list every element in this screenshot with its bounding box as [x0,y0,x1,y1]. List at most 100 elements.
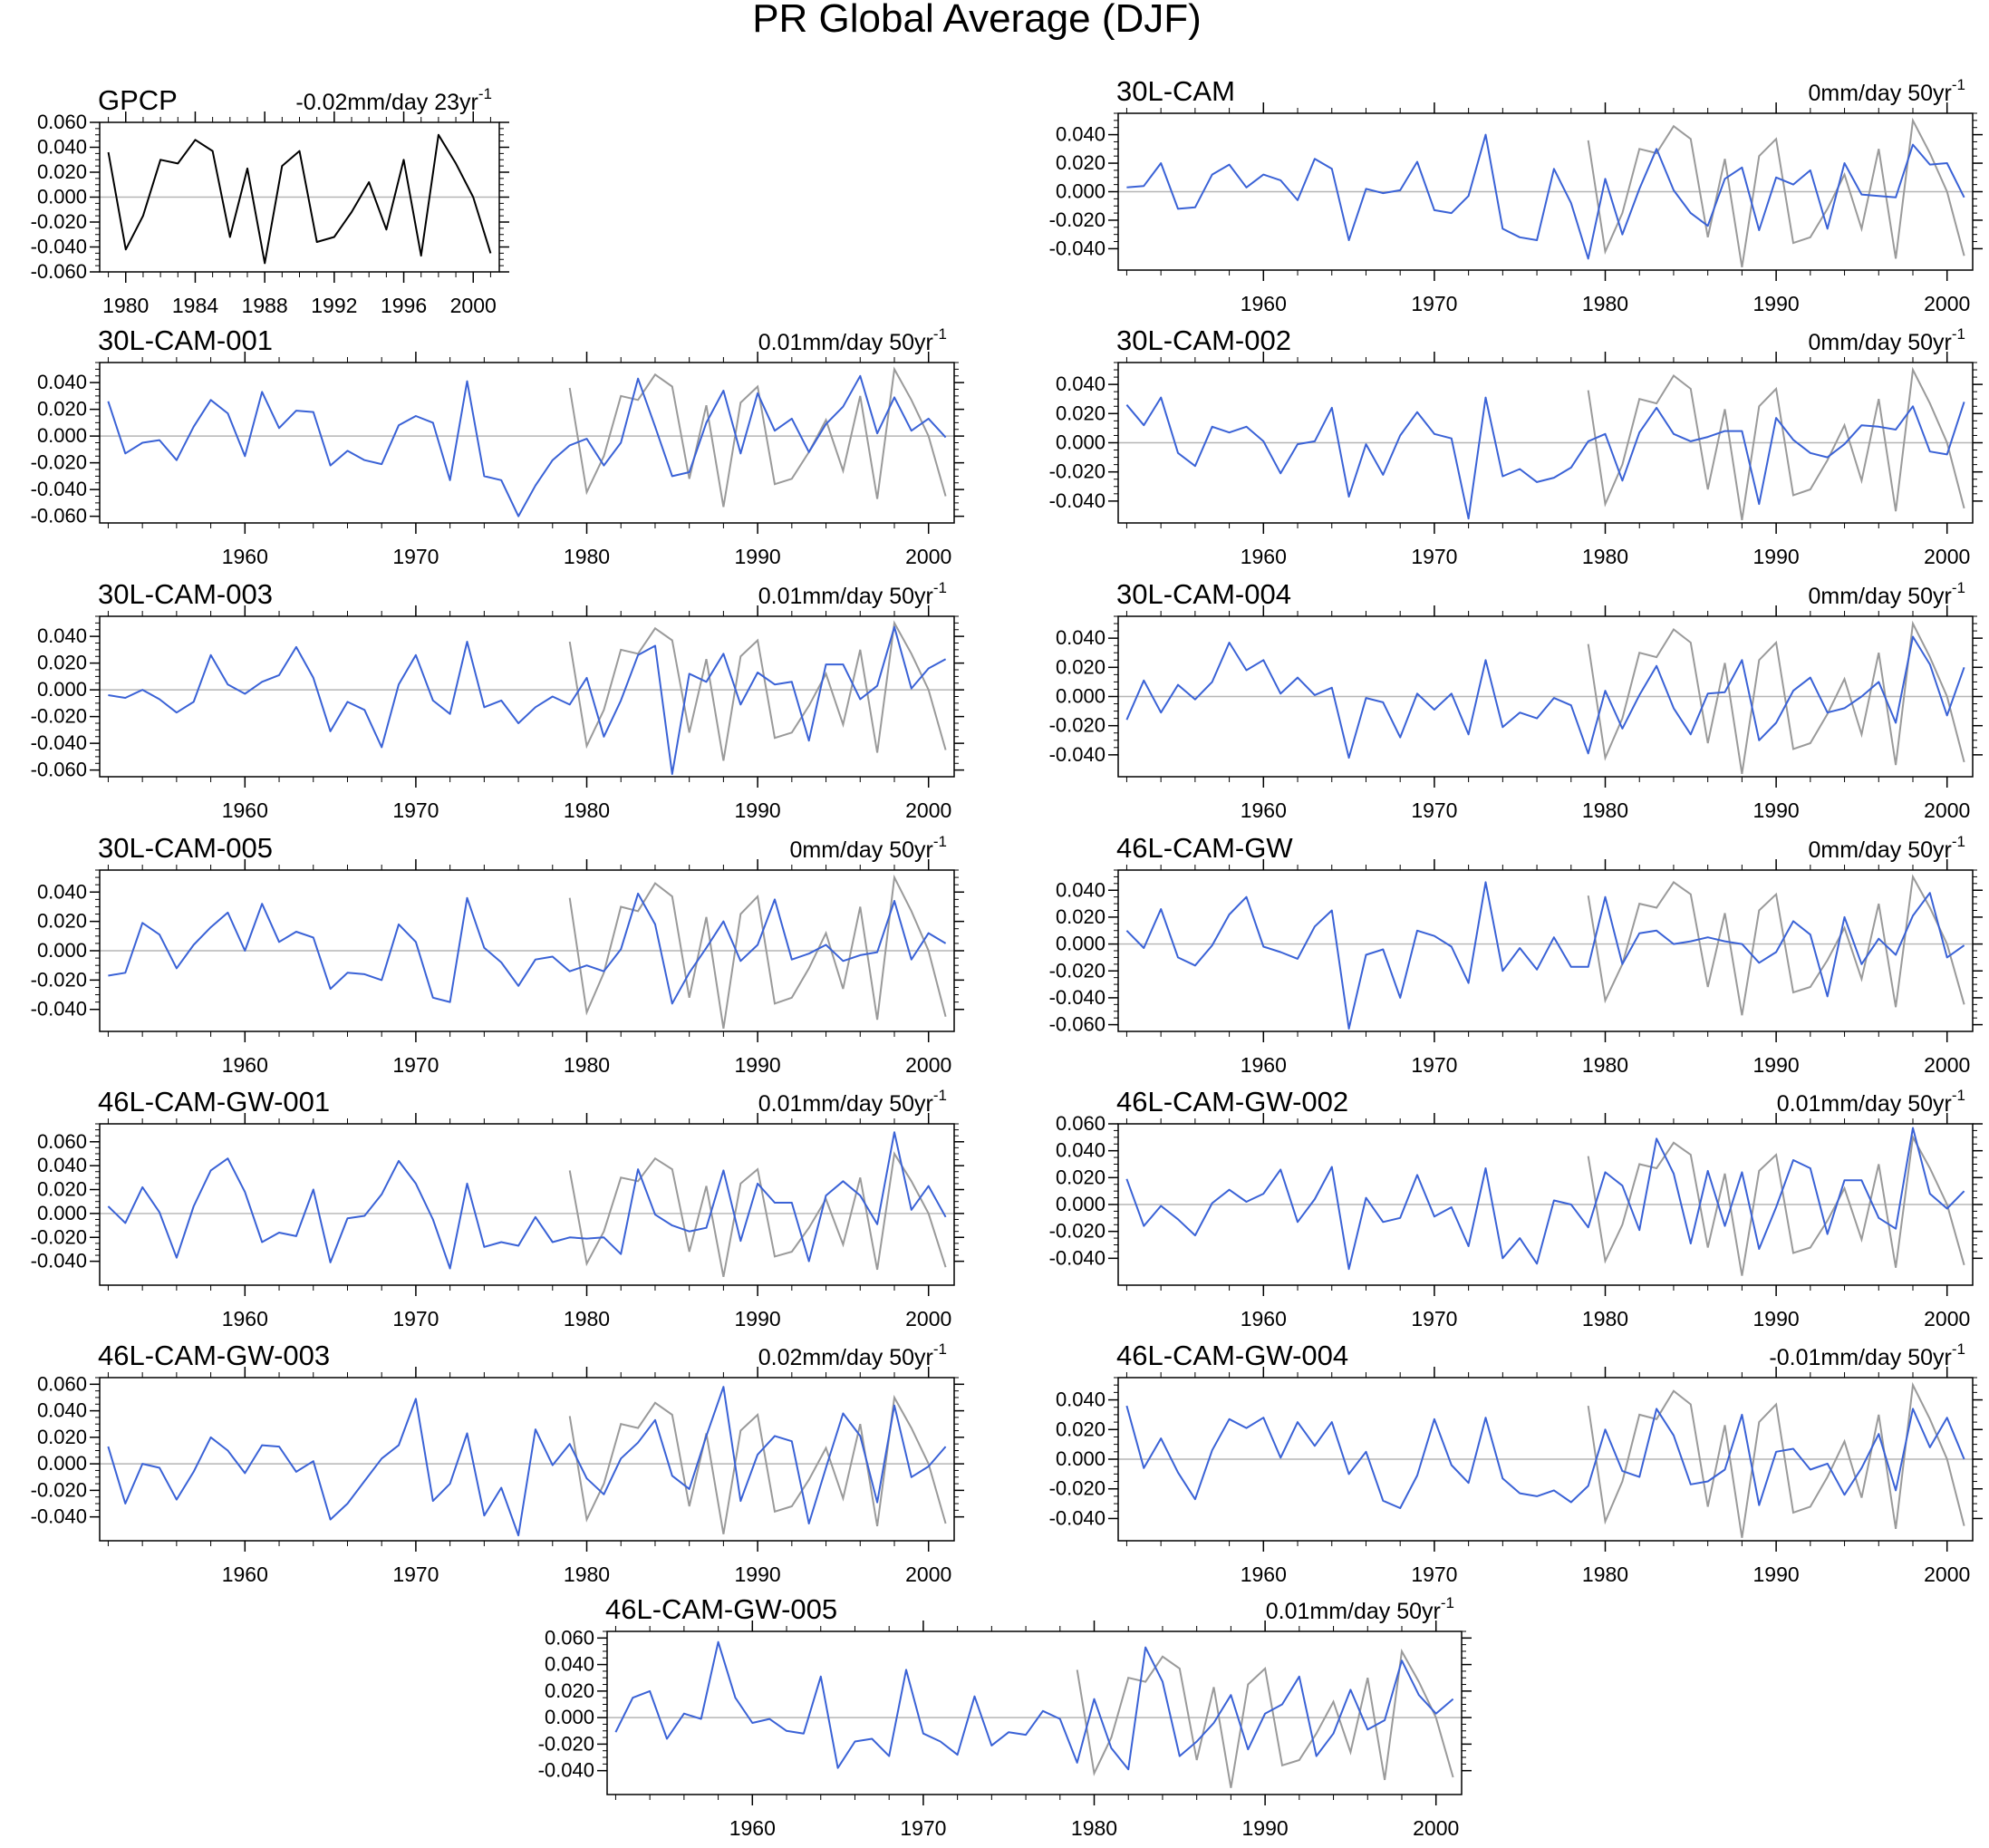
trend-value: 0.02mm/day 50yr [758,1345,933,1370]
series-line-46l-cam-gw-003 [107,1386,947,1537]
y-tick-label: 0.040 [37,880,87,903]
y-tick-label: -0.020 [31,968,87,991]
y-tick-label: 0.000 [1056,685,1106,708]
y-tick-label: 0.060 [1056,1112,1106,1135]
y-tick-label: -0.020 [31,210,87,233]
x-tick-label: 1990 [1242,1816,1289,1840]
x-tick-label: 1990 [1753,545,1800,568]
y-tick-label: 0.040 [1056,626,1106,649]
trend-label: -0.02mm/day 23yr-1 [295,85,492,115]
trend-value: 0.01mm/day 50yr [758,1091,933,1117]
trend-value: 0.01mm/day 50yr [758,330,933,355]
y-tick-label: 0.040 [37,1399,87,1422]
y-tick-label: 0.060 [37,1372,87,1395]
series-line-gpcp-overlay [1587,117,1965,268]
y-tick-label: -0.040 [1049,237,1106,259]
y-tick-label: 0.040 [1056,878,1106,901]
trend-label: -0.01mm/day 50yr-1 [1769,1340,1965,1370]
y-tick-label: 0.000 [545,1706,594,1728]
y-tick-label: -0.020 [1049,208,1106,231]
y-tick-label: -0.020 [31,1225,87,1248]
y-tick-label: -0.040 [31,478,87,500]
x-tick-label: 1970 [392,1307,439,1330]
trend-exponent: -1 [933,325,947,343]
x-tick-label: 1990 [1753,1563,1800,1586]
series-line-30l-cam-004 [1125,635,1965,760]
y-tick-label: 0.020 [545,1679,594,1702]
trend-exponent: -1 [1952,325,1965,343]
series-line-gpcp-overlay [1587,366,1965,520]
y-tick-label: -0.040 [1049,986,1106,1009]
x-tick-label: 1990 [1753,1307,1800,1330]
series-line-gpcp-overlay [568,1394,947,1534]
series-line-46l-cam-gw-005 [614,1640,1454,1771]
panel-46l-cam-gw-005: -0.040 -0.020 0.000 0.020 0.040 0.060 1960 1970… [538,1593,1472,1840]
x-tick-label: 1990 [735,1563,781,1586]
x-tick-label: 1990 [735,798,781,822]
panel-title: 30L-CAM [1116,75,1235,107]
y-tick-label: 0.020 [1056,655,1106,678]
x-tick-label: 2000 [1924,1053,1970,1077]
trend-value: -0.02mm/day 23yr [295,90,478,115]
y-tick-label: -0.040 [1049,1506,1106,1529]
trend-value: 0.01mm/day 50yr [1266,1599,1441,1624]
series-line-46l-cam-gw-004 [1125,1405,1965,1509]
y-tick-label: -0.020 [31,451,87,474]
y-tick-label: 0.000 [1056,1447,1106,1470]
x-tick-label: 2000 [905,1307,951,1330]
x-tick-label: 2000 [1413,1816,1459,1840]
x-tick-label: 1970 [392,545,439,568]
trend-label: 0.01mm/day 50yr-1 [1777,1087,1965,1117]
x-tick-label: 1980 [1582,545,1628,568]
x-tick-label: 1960 [222,798,268,822]
trend-exponent: -1 [478,85,492,102]
x-tick-label: 1990 [735,1053,781,1077]
plot-frame [1117,869,1974,1032]
panel-46l-cam-gw-002: -0.040 -0.020 0.000 0.020 0.040 0.060 1960 1970… [1049,1086,1983,1330]
panel-title: 46L-CAM-GW-004 [1116,1340,1348,1371]
series-line-30l-cam-001 [107,374,947,518]
trend-value: 0mm/day 50yr [1808,584,1951,609]
panel-title: 46L-CAM-GW-001 [98,1086,330,1118]
trend-exponent: -1 [933,1340,947,1358]
x-tick-label: 1990 [735,1307,781,1330]
trend-label: 0mm/day 50yr-1 [789,833,947,863]
y-tick-label: 0.040 [37,136,87,159]
panel-title: 46L-CAM-GW [1116,832,1293,864]
trend-label: 0.01mm/day 50yr-1 [758,579,947,609]
y-tick-label: -0.020 [1049,460,1106,483]
trend-label: 0.01mm/day 50yr-1 [1266,1594,1454,1624]
y-tick-label: 0.040 [1056,373,1106,395]
x-tick-label: 1984 [172,294,218,317]
y-tick-label: -0.060 [31,260,87,283]
panel-title: 46L-CAM-GW-003 [98,1340,330,1371]
panel-title: 30L-CAM-004 [1116,578,1291,610]
y-tick-label: -0.040 [1049,489,1106,512]
trend-exponent: -1 [1952,833,1965,850]
x-tick-label: 2000 [905,1053,951,1077]
x-tick-label: 1960 [222,545,268,568]
y-tick-label: 0.020 [1056,1417,1106,1440]
x-tick-label: 1980 [1582,1563,1628,1586]
panel-title: 30L-CAM-001 [98,324,273,356]
y-tick-label: 0.060 [37,111,87,133]
panel-46l-cam-gw: -0.060 -0.040 -0.020 0.000 0.020 0.040 1960 197… [1049,832,1983,1077]
y-tick-label: 0.000 [1056,1193,1106,1215]
x-tick-label: 1970 [900,1816,946,1840]
y-tick-label: -0.020 [1049,1477,1106,1500]
trend-label: 0mm/day 50yr-1 [1808,833,1965,863]
plot-frame [99,362,955,524]
series-line-gpcp-overlay [1587,620,1965,774]
x-tick-label: 1960 [1241,545,1287,568]
panel-30l-cam-002: -0.040 -0.020 0.000 0.020 0.040 1960 1970 1980 1… [1049,324,1983,568]
x-tick-label: 1980 [564,798,610,822]
x-tick-label: 1960 [222,1563,268,1586]
trend-exponent: -1 [1952,1340,1965,1358]
trend-value: 0.01mm/day 50yr [1777,1091,1952,1117]
y-tick-label: 0.000 [37,678,87,701]
x-tick-label: 2000 [1924,545,1970,568]
trend-label: 0.01mm/day 50yr-1 [758,1087,947,1117]
trend-value: -0.01mm/day 50yr [1769,1345,1951,1370]
